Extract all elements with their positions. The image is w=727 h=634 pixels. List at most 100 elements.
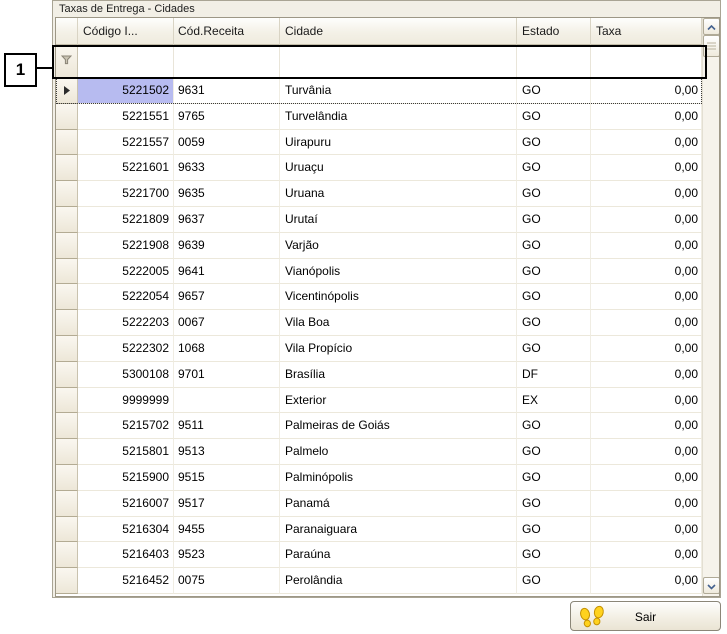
- cell-cidade[interactable]: Turvelândia: [280, 103, 517, 130]
- cell-taxa[interactable]: 0,00: [591, 78, 702, 104]
- row-indicator-cell[interactable]: [56, 464, 78, 491]
- cell-estado[interactable]: GO: [517, 284, 591, 311]
- row-indicator-cell[interactable]: [56, 387, 78, 414]
- table-row[interactable]: 5216007 9517 Panamá GO 0,00: [56, 490, 702, 517]
- table-row[interactable]: 5222005 9641 Vianópolis GO 0,00: [56, 258, 702, 285]
- cell-receita[interactable]: 9641: [174, 258, 280, 285]
- table-row[interactable]: 5215702 9511 Palmeiras de Goiás GO 0,00: [56, 413, 702, 440]
- cell-cidade[interactable]: Varjão: [280, 232, 517, 259]
- cell-estado[interactable]: GO: [517, 464, 591, 491]
- cell-receita[interactable]: 1068: [174, 335, 280, 362]
- cell-cidade[interactable]: Palmelo: [280, 439, 517, 465]
- table-row[interactable]: 5222203 0067 Vila Boa GO 0,00: [56, 310, 702, 336]
- cell-cidade[interactable]: Vianópolis: [280, 258, 517, 285]
- table-row[interactable]: 5221809 9637 Urutaí GO 0,00: [56, 206, 702, 233]
- cell-codigo[interactable]: 5215702: [78, 413, 174, 440]
- cell-taxa[interactable]: 0,00: [591, 361, 702, 388]
- row-indicator-cell[interactable]: [56, 206, 78, 233]
- cell-estado[interactable]: GO: [517, 542, 591, 569]
- filter-cell-cidade[interactable]: [280, 45, 517, 78]
- cell-codigo[interactable]: 5222203: [78, 310, 174, 336]
- cell-estado[interactable]: DF: [517, 361, 591, 388]
- cell-receita[interactable]: 0067: [174, 310, 280, 336]
- table-row[interactable]: 5222302 1068 Vila Propício GO 0,00: [56, 335, 702, 362]
- cell-codigo[interactable]: 5221908: [78, 232, 174, 259]
- cell-codigo[interactable]: 5222054: [78, 284, 174, 311]
- cell-receita[interactable]: 9513: [174, 439, 280, 465]
- row-pointer-arrow-icon[interactable]: [56, 78, 78, 104]
- filter-cell-codigo[interactable]: [78, 45, 174, 78]
- cell-receita[interactable]: 0075: [174, 568, 280, 594]
- cell-taxa[interactable]: 0,00: [591, 335, 702, 362]
- cell-codigo[interactable]: 5216403: [78, 542, 174, 569]
- cell-receita[interactable]: 9701: [174, 361, 280, 388]
- cell-estado[interactable]: GO: [517, 258, 591, 285]
- cell-estado[interactable]: GO: [517, 155, 591, 182]
- cell-receita[interactable]: 9455: [174, 516, 280, 543]
- cell-cidade[interactable]: Uirapuru: [280, 129, 517, 156]
- cell-estado[interactable]: GO: [517, 335, 591, 362]
- cell-receita[interactable]: 9637: [174, 206, 280, 233]
- cell-taxa[interactable]: 0,00: [591, 490, 702, 517]
- filter-cell-estado[interactable]: [517, 45, 591, 78]
- table-row[interactable]: 5221908 9639 Varjão GO 0,00: [56, 232, 702, 259]
- cell-cidade[interactable]: Vila Propício: [280, 335, 517, 362]
- row-indicator-cell[interactable]: [56, 258, 78, 285]
- cell-taxa[interactable]: 0,00: [591, 464, 702, 491]
- row-indicator-cell[interactable]: [56, 155, 78, 182]
- row-indicator-cell[interactable]: [56, 413, 78, 440]
- cell-cidade[interactable]: Brasília: [280, 361, 517, 388]
- table-row[interactable]: 5221502 9631 Turvânia GO 0,00: [56, 78, 702, 104]
- cell-taxa[interactable]: 0,00: [591, 516, 702, 543]
- cell-receita[interactable]: 9765: [174, 103, 280, 130]
- cell-taxa[interactable]: 0,00: [591, 103, 702, 130]
- scroll-up-button[interactable]: [703, 18, 719, 35]
- cell-codigo[interactable]: 5221809: [78, 206, 174, 233]
- row-indicator-cell[interactable]: [56, 490, 78, 517]
- cell-receita[interactable]: 9657: [174, 284, 280, 311]
- cell-estado[interactable]: GO: [517, 206, 591, 233]
- cell-cidade[interactable]: Vicentinópolis: [280, 284, 517, 311]
- cell-receita[interactable]: 9639: [174, 232, 280, 259]
- cell-taxa[interactable]: 0,00: [591, 206, 702, 233]
- row-indicator-cell[interactable]: [56, 361, 78, 388]
- cities-tax-grid[interactable]: Código I... Cód.Receita Cidade Estado Taxa 5…: [55, 17, 720, 597]
- column-header-receita[interactable]: Cód.Receita: [174, 18, 280, 45]
- cell-codigo[interactable]: 5221601: [78, 155, 174, 182]
- table-row[interactable]: 5216304 9455 Paranaiguara GO 0,00: [56, 516, 702, 543]
- cell-receita[interactable]: 9635: [174, 181, 280, 207]
- table-row[interactable]: 5216403 9523 Paraúna GO 0,00: [56, 542, 702, 569]
- cell-taxa[interactable]: 0,00: [591, 155, 702, 182]
- cell-taxa[interactable]: 0,00: [591, 387, 702, 414]
- table-row[interactable]: 5221551 9765 Turvelândia GO 0,00: [56, 103, 702, 130]
- cell-receita[interactable]: 9515: [174, 464, 280, 491]
- cell-cidade[interactable]: Panamá: [280, 490, 517, 517]
- cell-taxa[interactable]: 0,00: [591, 542, 702, 569]
- table-row[interactable]: 5215900 9515 Palminópolis GO 0,00: [56, 464, 702, 491]
- cell-codigo[interactable]: 5216452: [78, 568, 174, 594]
- cell-cidade[interactable]: Palminópolis: [280, 464, 517, 491]
- cell-codigo[interactable]: 5221700: [78, 181, 174, 207]
- cell-cidade[interactable]: Perolândia: [280, 568, 517, 594]
- cell-taxa[interactable]: 0,00: [591, 258, 702, 285]
- cell-codigo[interactable]: 5215900: [78, 464, 174, 491]
- cell-estado[interactable]: GO: [517, 181, 591, 207]
- cell-estado[interactable]: GO: [517, 103, 591, 130]
- cell-codigo[interactable]: 5221551: [78, 103, 174, 130]
- row-indicator-cell[interactable]: [56, 439, 78, 465]
- cell-codigo[interactable]: 5222005: [78, 258, 174, 285]
- cell-cidade[interactable]: Paraúna: [280, 542, 517, 569]
- cell-codigo[interactable]: 9999999: [78, 387, 174, 414]
- row-indicator-cell[interactable]: [56, 310, 78, 336]
- filter-cell-taxa[interactable]: [591, 45, 702, 78]
- cell-cidade[interactable]: Palmeiras de Goiás: [280, 413, 517, 440]
- cell-receita[interactable]: 0059: [174, 129, 280, 156]
- exit-button[interactable]: Sair: [570, 601, 721, 631]
- table-row[interactable]: 5215801 9513 Palmelo GO 0,00: [56, 439, 702, 465]
- cell-estado[interactable]: GO: [517, 568, 591, 594]
- filter-indicator-cell[interactable]: [56, 45, 78, 78]
- cell-codigo[interactable]: 5221557: [78, 129, 174, 156]
- cell-estado[interactable]: GO: [517, 490, 591, 517]
- cell-codigo[interactable]: 5222302: [78, 335, 174, 362]
- filter-cell-receita[interactable]: [174, 45, 280, 78]
